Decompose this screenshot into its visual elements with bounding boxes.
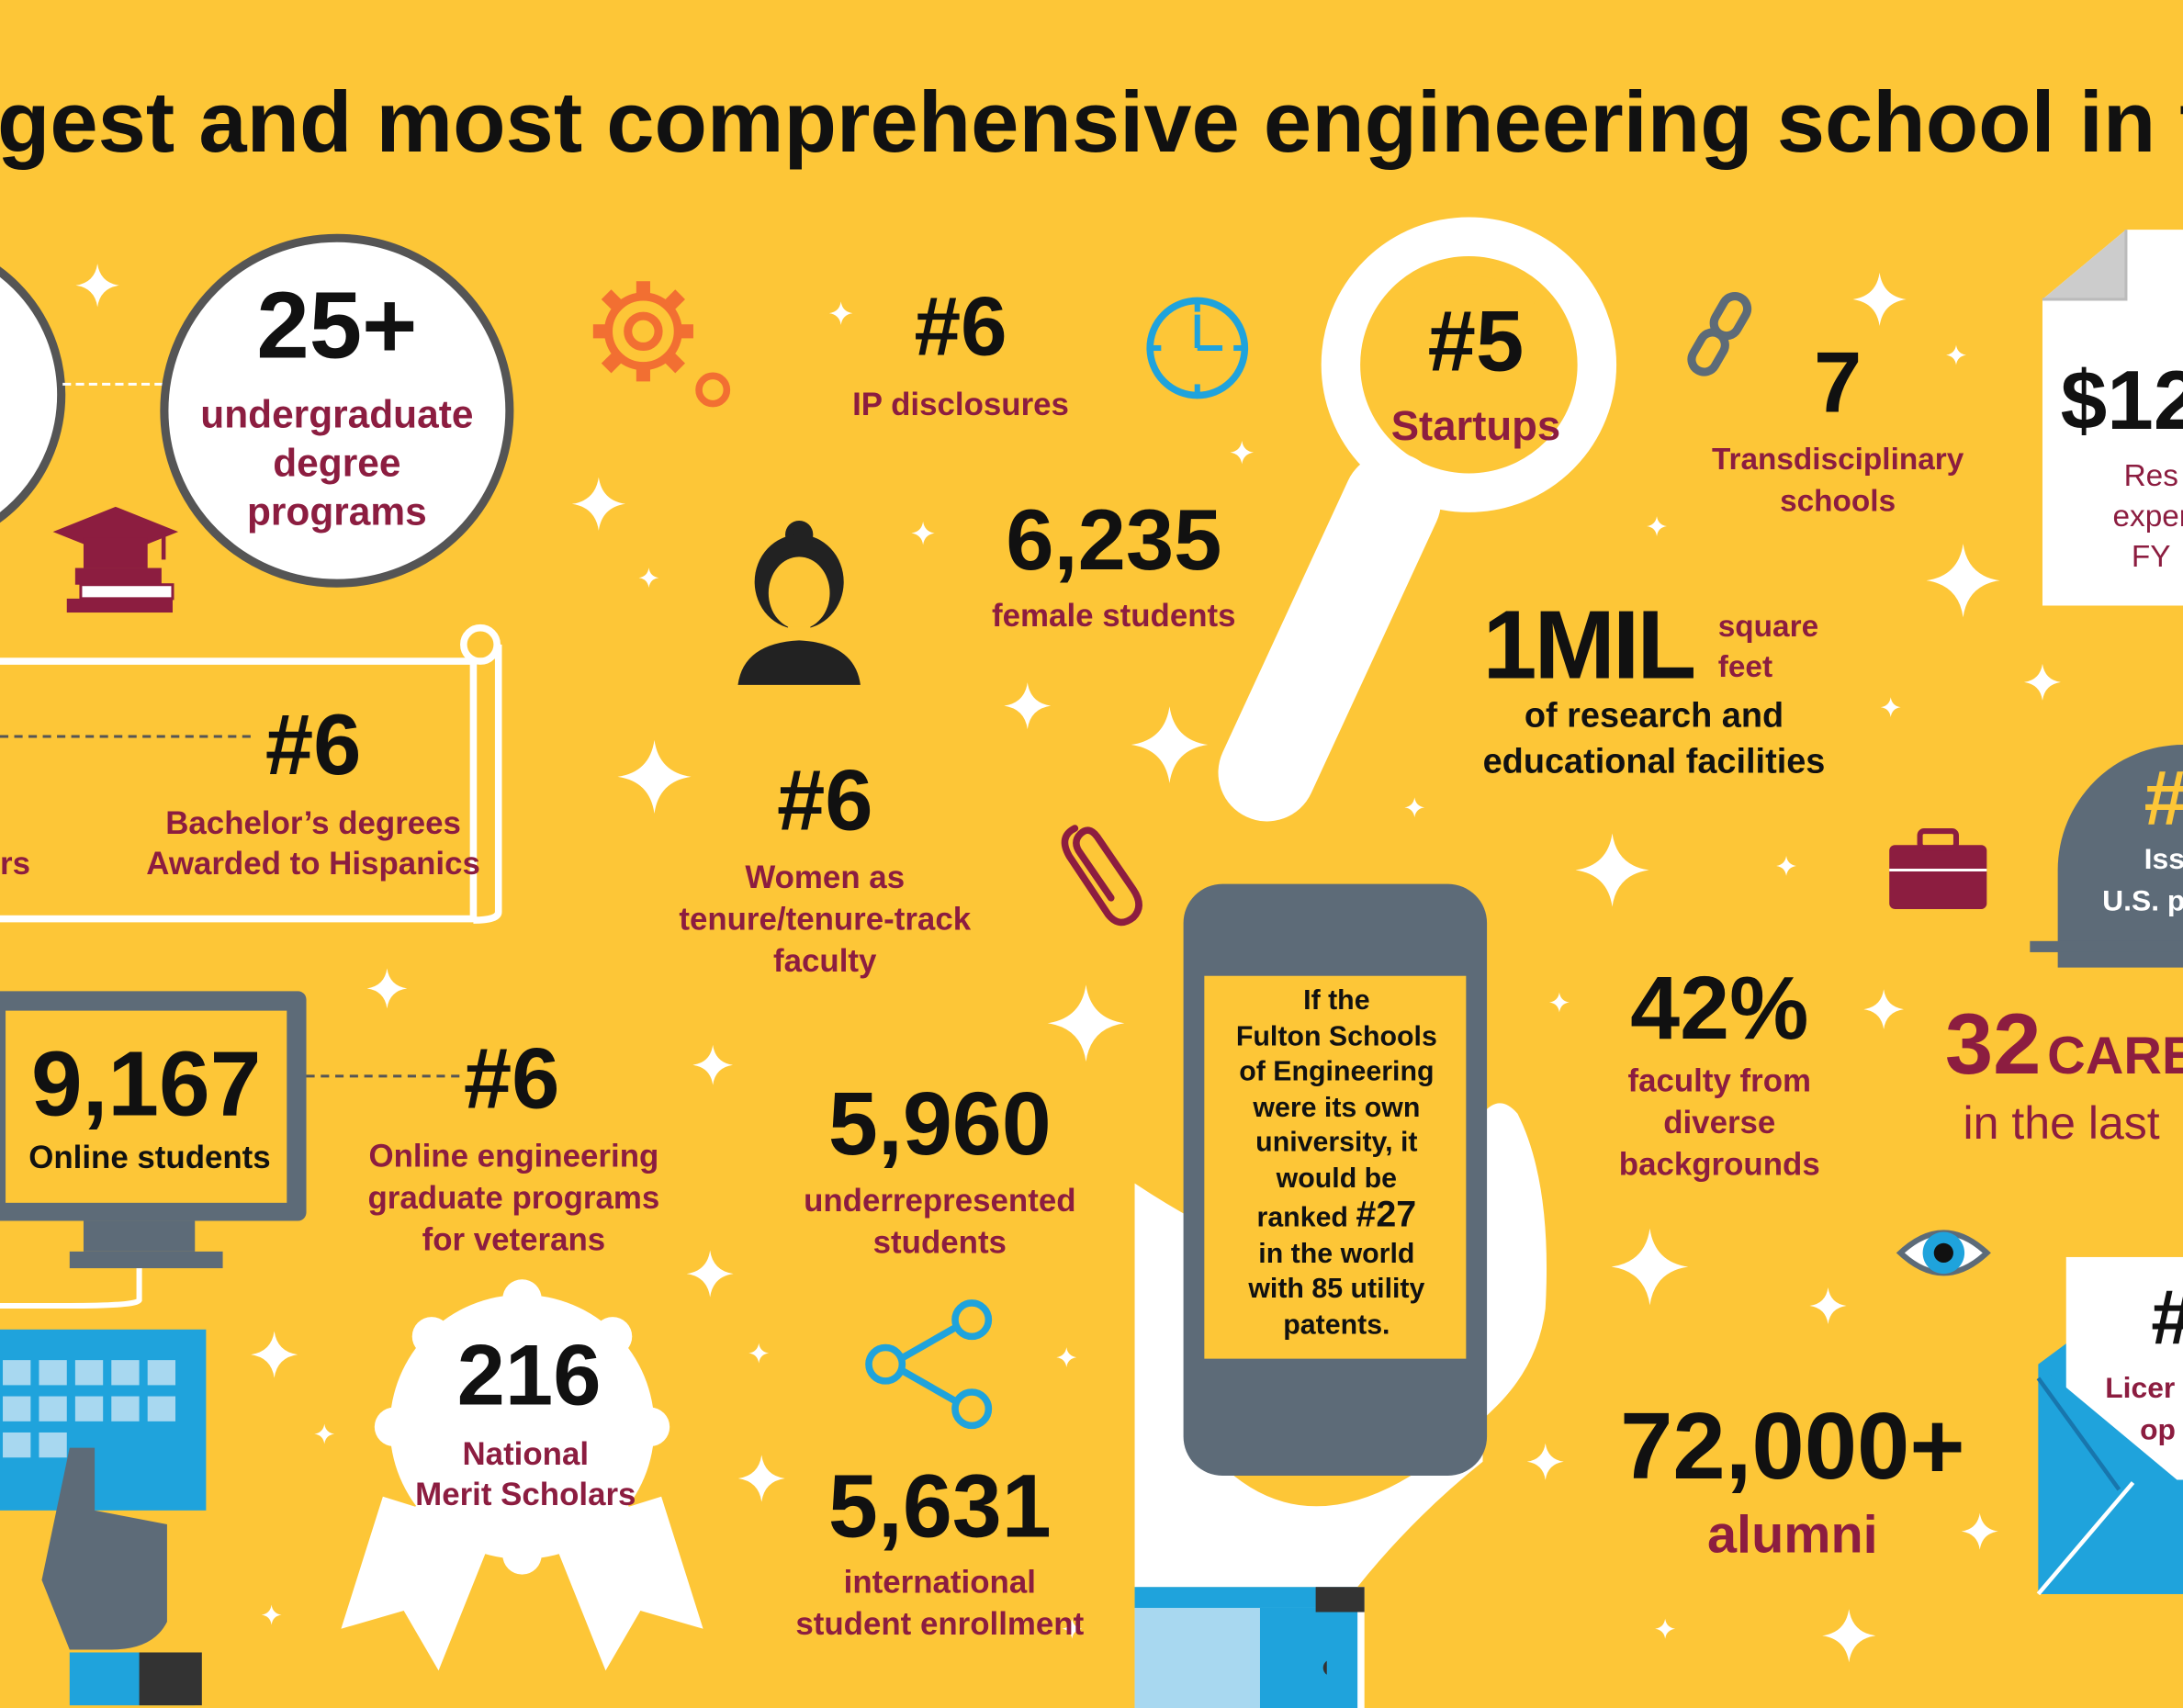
bachelors-label2: Awarded to Hispanics bbox=[146, 845, 480, 882]
licenses-label1: Licer bbox=[2105, 1372, 2176, 1405]
underrep-label2: students bbox=[872, 1223, 1007, 1260]
online-label: Online students bbox=[28, 1139, 271, 1175]
eye-icon bbox=[1896, 1230, 1991, 1276]
keyboard-icon bbox=[0, 1329, 207, 1706]
ip-label: IP disclosures bbox=[852, 385, 1069, 422]
phone-line3: of Engineering bbox=[1239, 1056, 1435, 1087]
diverse-label1: faculty from bbox=[1627, 1062, 1812, 1099]
phone-line9: with 85 utility bbox=[1248, 1274, 1425, 1305]
underrep-value: 5,960 bbox=[827, 1073, 1052, 1174]
connector-line bbox=[0, 735, 251, 738]
diverse-label3: backgrounds bbox=[1618, 1145, 1820, 1183]
merit-value: 216 bbox=[456, 1328, 602, 1424]
diverse-label2: diverse bbox=[1663, 1104, 1776, 1141]
international-label1: international bbox=[843, 1563, 1036, 1600]
smartphone-icon bbox=[1183, 883, 1488, 1476]
diverse-value: 42% bbox=[1630, 958, 1809, 1059]
women-faculty-label3: faculty bbox=[773, 942, 877, 979]
sqft-value: 1MIL bbox=[1482, 590, 1697, 700]
veterans-label2: graduate programs bbox=[367, 1179, 660, 1216]
careers-line2: in the last bbox=[1963, 1096, 2160, 1149]
undergrad-value: 25+ bbox=[256, 273, 418, 379]
careers-word: CARE bbox=[2047, 1027, 2183, 1086]
phone-line1: If the bbox=[1303, 985, 1370, 1017]
gears-icon bbox=[592, 281, 731, 408]
patents-label2: U.S. p bbox=[2102, 885, 2183, 918]
bachelors-cut-label: rs bbox=[0, 845, 30, 882]
sqft-unit2: feet bbox=[1717, 648, 1773, 684]
phone-line5: university, it bbox=[1255, 1127, 1418, 1159]
envelope-icon bbox=[2036, 1256, 2183, 1596]
phone-line6: would be bbox=[1276, 1163, 1398, 1194]
patents-label1: Iss bbox=[2144, 843, 2183, 876]
licenses-label2: op bbox=[2140, 1414, 2176, 1447]
merit-label1: National bbox=[462, 1434, 590, 1472]
phone-text: If the Fulton Schools of Engineering wer… bbox=[1200, 984, 1473, 1343]
veterans-label1: Online engineering bbox=[368, 1137, 659, 1174]
research-label1: Res bbox=[2123, 457, 2178, 493]
connector-line bbox=[62, 382, 163, 386]
international-value: 5,631 bbox=[827, 1455, 1052, 1556]
research-label2: exper bbox=[2112, 498, 2183, 534]
patents-value: # bbox=[2144, 752, 2183, 843]
international-label2: student enrollment bbox=[795, 1604, 1085, 1642]
phone-line2: Fulton Schools bbox=[1235, 1020, 1437, 1052]
women-faculty-label1: Women as bbox=[745, 859, 906, 895]
careers-value: 32 bbox=[1944, 996, 2042, 1094]
trans-label: Transdisciplinary schools bbox=[1711, 441, 1964, 518]
briefcase-icon bbox=[1889, 828, 1987, 909]
startups-value: #5 bbox=[1427, 293, 1525, 390]
alumni-value: 72,000+ bbox=[1620, 1393, 1965, 1500]
research-value: $12 bbox=[2060, 354, 2183, 447]
undergrad-label: undergraduate degree programs bbox=[200, 392, 474, 534]
bachelors-label1: Bachelor’s degrees bbox=[165, 804, 461, 841]
ip-value: #6 bbox=[914, 279, 1007, 374]
careers-heading: 32 CARE bbox=[1945, 995, 2183, 1095]
trans-value: 7 bbox=[1813, 335, 1862, 432]
paperclip-icon bbox=[1061, 825, 1142, 927]
veterans-label3: for veterans bbox=[422, 1220, 606, 1257]
phone-line8: in the world bbox=[1258, 1238, 1415, 1269]
sqft-label2: educational facilities bbox=[1482, 742, 1826, 781]
phone-line4: were its own bbox=[1253, 1092, 1421, 1123]
share-icon bbox=[865, 1299, 993, 1430]
female-label: female students bbox=[992, 597, 1236, 634]
chain-link-icon bbox=[1687, 292, 1752, 376]
connector-line bbox=[306, 1074, 460, 1078]
scroll-banner bbox=[0, 624, 502, 924]
monitor-icon bbox=[0, 991, 307, 1309]
headline: gest and most comprehensive engineering … bbox=[0, 74, 2183, 172]
ribbon-icon bbox=[341, 1279, 703, 1671]
women-faculty-value: #6 bbox=[776, 753, 873, 849]
phone-rank: #27 bbox=[1356, 1193, 1417, 1235]
patents-badge-base bbox=[2030, 940, 2183, 952]
veterans-value: #6 bbox=[463, 1031, 560, 1128]
online-value: 9,167 bbox=[30, 1031, 262, 1135]
women-faculty-label2: tenure/tenure-track bbox=[679, 900, 972, 938]
magnifier-icon bbox=[1218, 217, 1617, 822]
graduation-cap-icon bbox=[52, 506, 179, 613]
research-label3: FY bbox=[2131, 538, 2171, 574]
sqft-unit1: square bbox=[1717, 608, 1819, 644]
female-value: 6,235 bbox=[1006, 492, 1222, 590]
underrep-label1: underrepresented bbox=[804, 1182, 1076, 1219]
document-icon bbox=[2042, 230, 2183, 606]
sqft-label1: of research and bbox=[1524, 696, 1784, 736]
licenses-value: # bbox=[2151, 1277, 2183, 1356]
alumni-label: alumni bbox=[1707, 1506, 1878, 1565]
merit-label2: Merit Scholars bbox=[415, 1475, 636, 1512]
phone-line7a: ranked bbox=[1256, 1202, 1348, 1234]
woman-icon bbox=[737, 520, 861, 685]
undergrad-circle bbox=[160, 233, 514, 588]
bachelors-value: #6 bbox=[264, 697, 362, 794]
phone-line10: patents. bbox=[1283, 1309, 1390, 1341]
startups-label: Startups bbox=[1390, 403, 1561, 450]
clock-icon bbox=[1146, 297, 1249, 399]
